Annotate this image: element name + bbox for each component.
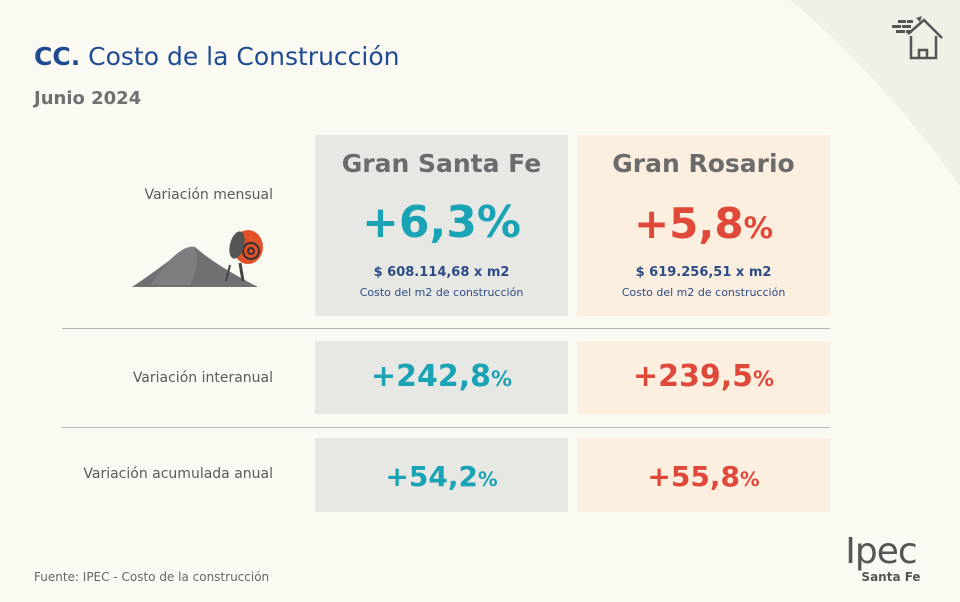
- value-santa-fe-mensual: +6,3%: [362, 197, 521, 248]
- logo-text: Ipec: [845, 531, 917, 572]
- cost-santa-fe: $ 608.114,68 x m2: [373, 265, 510, 280]
- source-note: Fuente: IPEC - Costo de la construcción: [34, 570, 270, 584]
- value-rosario-interanual: +239,5%: [632, 359, 775, 394]
- card-santa-fe-mensual: Gran Santa Fe +6,3% $ 608.114,68 x m2 Co…: [315, 135, 568, 316]
- card-rosario-acumulada: +55,8%: [577, 438, 830, 512]
- value-rosario-mensual: +5,8%: [633, 199, 774, 248]
- value-santa-fe-acumulada: +54,2%: [385, 460, 498, 493]
- row-label-mensual: Variación mensual: [144, 187, 273, 203]
- cost-caption: Costo del m2 de construcción: [621, 286, 786, 299]
- logo-subtitle: Santa Fe: [861, 570, 921, 584]
- cost-rosario: $ 619.256,51 x m2: [635, 265, 772, 280]
- row-label-acumulada: Variación acumulada anual: [83, 466, 273, 482]
- page-title: CC. Costo de la Construcción: [34, 42, 400, 71]
- city-label: Gran Santa Fe: [341, 149, 542, 178]
- divider: [62, 427, 830, 428]
- card-santa-fe-interanual: +242,8%: [315, 341, 568, 414]
- city-label: Gran Rosario: [612, 149, 795, 178]
- value-rosario-acumulada: +55,8%: [647, 460, 760, 493]
- cement-mixer-icon: [132, 230, 263, 287]
- house-brick-icon: [892, 16, 943, 60]
- row-label-interanual: Variación interanual: [132, 370, 273, 386]
- divider: [62, 328, 830, 329]
- card-rosario-mensual: Gran Rosario +5,8% $ 619.256,51 x m2 Cos…: [577, 135, 830, 316]
- card-santa-fe-acumulada: +54,2%: [315, 438, 568, 512]
- period: Junio 2024: [34, 88, 142, 109]
- cost-caption: Costo del m2 de construcción: [359, 286, 524, 299]
- ipec-logo: Ipec Santa Fe: [836, 531, 926, 585]
- value-santa-fe-interanual: +242,8%: [370, 359, 513, 394]
- card-rosario-interanual: +239,5%: [577, 341, 830, 414]
